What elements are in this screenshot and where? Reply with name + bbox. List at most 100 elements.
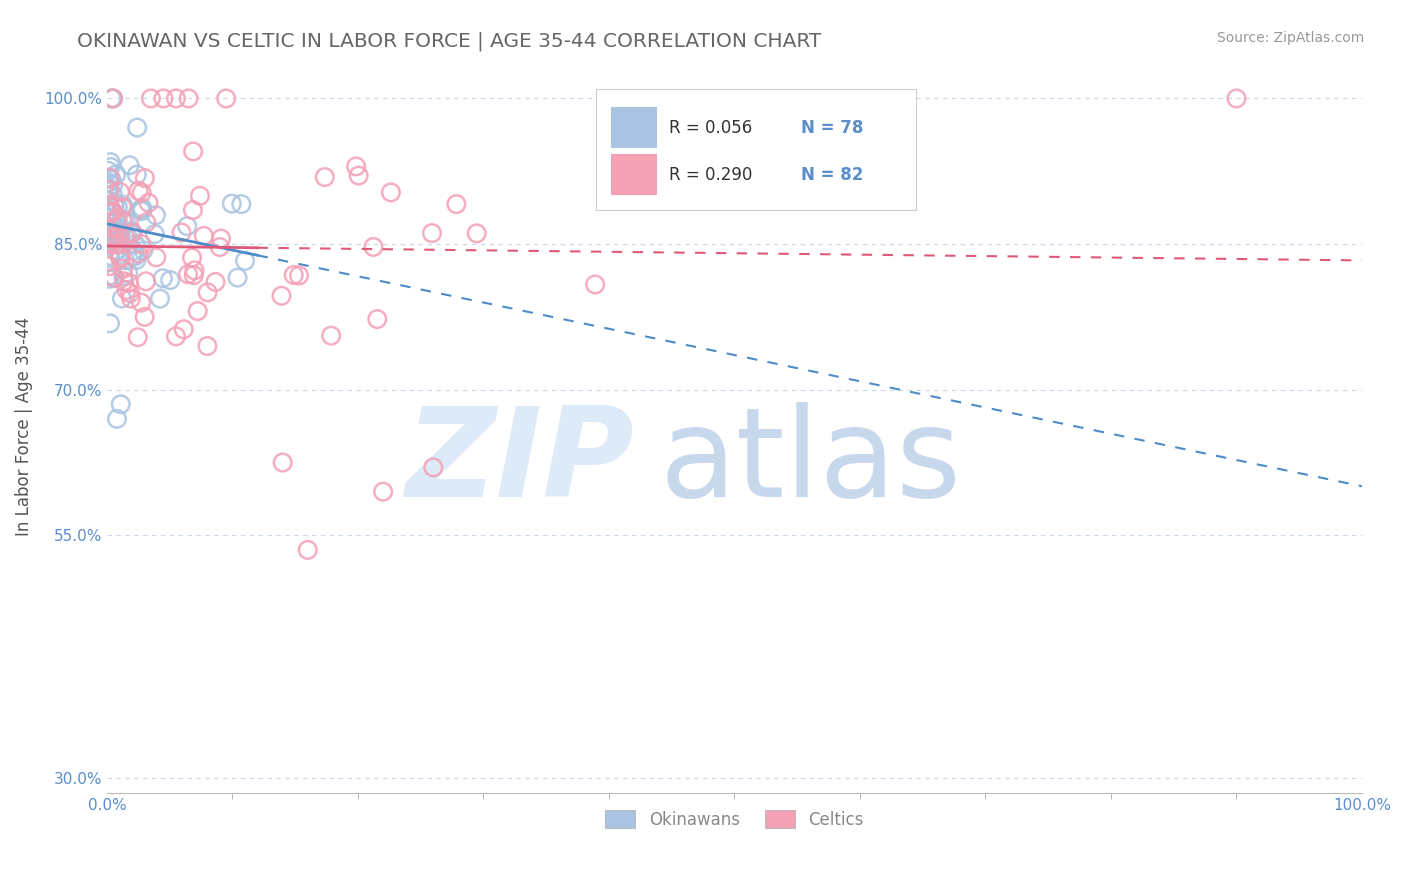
- Point: [129, 202, 152, 217]
- Point: [226, 270, 249, 285]
- Point: [152, 271, 174, 285]
- Point: [110, 252, 132, 266]
- Point: [176, 219, 198, 234]
- Point: [98, 219, 121, 234]
- Point: [115, 283, 138, 297]
- Point: [103, 224, 125, 238]
- Point: [195, 339, 218, 353]
- Point: [100, 91, 122, 105]
- Point: [215, 91, 238, 105]
- Text: R = 0.056: R = 0.056: [669, 119, 752, 136]
- Point: [100, 249, 122, 263]
- Legend: Okinawans, Celtics: Okinawans, Celtics: [599, 804, 870, 836]
- Point: [221, 196, 243, 211]
- FancyBboxPatch shape: [612, 154, 657, 195]
- Point: [197, 285, 219, 300]
- Point: [98, 170, 121, 185]
- Point: [114, 214, 136, 228]
- Point: [103, 91, 125, 105]
- Point: [114, 229, 136, 244]
- Point: [103, 232, 125, 246]
- Point: [104, 195, 127, 210]
- Point: [103, 270, 125, 285]
- Point: [112, 274, 135, 288]
- Point: [271, 456, 294, 470]
- FancyBboxPatch shape: [612, 107, 657, 148]
- Point: [177, 267, 200, 281]
- Point: [97, 220, 120, 235]
- Point: [208, 240, 231, 254]
- Point: [103, 227, 125, 242]
- Point: [100, 205, 122, 219]
- Point: [139, 91, 162, 105]
- Point: [135, 215, 157, 229]
- Point: [104, 244, 127, 258]
- Point: [209, 231, 232, 245]
- Point: [188, 189, 211, 203]
- Point: [97, 185, 120, 199]
- Point: [97, 230, 120, 244]
- Point: [129, 237, 152, 252]
- Point: [183, 268, 205, 283]
- Text: ZIP: ZIP: [405, 402, 634, 524]
- Point: [120, 292, 142, 306]
- Point: [124, 237, 146, 252]
- Point: [583, 277, 606, 292]
- Point: [111, 292, 134, 306]
- Point: [118, 158, 141, 172]
- Point: [283, 268, 305, 282]
- Point: [128, 184, 150, 198]
- Point: [127, 246, 149, 260]
- Point: [98, 198, 121, 212]
- Point: [101, 178, 124, 192]
- Point: [108, 228, 131, 243]
- Point: [181, 251, 204, 265]
- Point: [187, 304, 209, 318]
- Point: [117, 266, 139, 280]
- Point: [118, 276, 141, 290]
- Point: [465, 227, 488, 241]
- Point: [127, 330, 149, 344]
- Point: [105, 228, 128, 243]
- Point: [145, 251, 167, 265]
- Point: [97, 170, 120, 185]
- Point: [125, 252, 148, 267]
- Point: [420, 226, 443, 240]
- Point: [100, 172, 122, 186]
- Point: [103, 205, 125, 219]
- Point: [103, 271, 125, 285]
- Point: [111, 197, 134, 211]
- Point: [446, 197, 468, 211]
- Point: [114, 253, 136, 268]
- Point: [100, 235, 122, 250]
- Point: [98, 259, 121, 273]
- Point: [98, 317, 121, 331]
- Point: [270, 289, 292, 303]
- Point: [143, 227, 166, 241]
- Point: [1225, 91, 1247, 105]
- Point: [107, 200, 129, 214]
- Point: [173, 322, 195, 336]
- Point: [107, 225, 129, 239]
- Point: [107, 211, 129, 226]
- Point: [111, 214, 134, 228]
- Point: [98, 234, 121, 248]
- Point: [100, 160, 122, 174]
- Point: [111, 200, 134, 214]
- Point: [134, 171, 156, 186]
- Point: [204, 275, 226, 289]
- Point: [105, 237, 128, 252]
- Point: [181, 202, 204, 217]
- Point: [97, 223, 120, 237]
- Point: [112, 269, 135, 284]
- Point: [134, 310, 156, 324]
- Point: [105, 412, 128, 426]
- Point: [98, 183, 121, 197]
- Y-axis label: In Labor Force | Age 35-44: In Labor Force | Age 35-44: [15, 317, 32, 536]
- Text: OKINAWAN VS CELTIC IN LABOR FORCE | AGE 35-44 CORRELATION CHART: OKINAWAN VS CELTIC IN LABOR FORCE | AGE …: [77, 31, 821, 51]
- Point: [124, 249, 146, 263]
- Point: [165, 91, 187, 105]
- Point: [135, 274, 157, 288]
- Point: [105, 221, 128, 235]
- Text: atlas: atlas: [659, 402, 962, 524]
